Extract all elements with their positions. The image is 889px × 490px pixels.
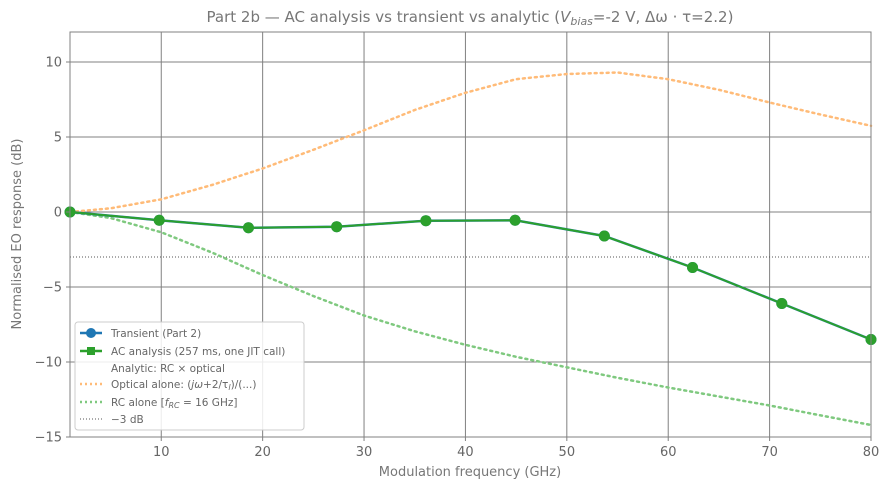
legend-label-optical: Optical alone: (jω+2/τl)/(...)	[111, 379, 256, 392]
y-ticks: −15 −10 −5 0 5 10	[35, 56, 70, 446]
legend-entry-ac: AC analysis (257 ms, one JIT call)	[80, 346, 285, 358]
legend-entry-rc: RC alone [fRC = 16 GHz]	[80, 397, 237, 410]
ac-point	[420, 215, 432, 227]
optical-label-prefix: Optical alone: (	[111, 379, 191, 391]
series-line-optical	[68, 71, 873, 214]
legend-box	[74, 321, 305, 431]
x-ticks: 10 20 30 40 50 60 70 80	[153, 437, 879, 460]
x-tick-label: 80	[863, 445, 880, 460]
ac-point	[509, 214, 521, 226]
optical-label-jw: jω	[189, 379, 203, 391]
rc-label-f: f	[165, 397, 171, 409]
ac-point	[687, 262, 699, 273]
legend-entry-analytic: Analytic: RC × optical	[111, 363, 225, 375]
series-layer	[64, 71, 877, 427]
x-tick-label: 30	[356, 445, 373, 460]
legend: Transient (Part 2) AC analysis (257 ms, …	[74, 321, 305, 431]
legend-entry-optical: Optical alone: (jω+2/τl)/(...)	[80, 379, 256, 392]
x-tick-label: 50	[559, 445, 576, 460]
rc-label-suffix: = 16 GHz]	[180, 397, 238, 409]
y-tick-label: 5	[54, 131, 62, 146]
legend-label-ac: AC analysis (257 ms, one JIT call)	[111, 346, 285, 358]
ac-point	[242, 222, 254, 234]
ac-point	[153, 214, 165, 226]
legend-label-analytic: Analytic: RC × optical	[111, 363, 225, 375]
y-tick-label: −15	[35, 431, 62, 446]
title-var-sub: bias	[570, 15, 593, 28]
title-suffix: =-2 V, Δω · τ=2.2)	[593, 8, 734, 26]
rc-label-sub: RC	[168, 401, 180, 410]
chart-title: Part 2b — AC analysis vs transient vs an…	[207, 8, 734, 28]
legend-marker-transient	[86, 328, 96, 338]
plot-frame	[69, 31, 872, 438]
legend-entry-transient: Transient (Part 2)	[80, 328, 201, 340]
y-tick-label: 10	[45, 56, 62, 71]
x-tick-label: 40	[457, 445, 474, 460]
optical-label-suffix: )/(...)	[231, 379, 257, 391]
legend-label-transient: Transient (Part 2)	[110, 328, 201, 340]
y-tick-label: −5	[43, 281, 62, 296]
title-prefix: Part 2b — AC analysis vs transient vs an…	[207, 8, 561, 26]
optical-label-mid: +2/τ	[203, 379, 228, 391]
y-tick-label: −10	[35, 356, 62, 371]
legend-label-3db: −3 dB	[111, 414, 144, 426]
x-tick-label: 70	[761, 445, 778, 460]
y-tick-label: 0	[54, 206, 62, 221]
title-var: V	[560, 8, 572, 26]
x-tick-label: 20	[254, 445, 271, 460]
legend-label-rc: RC alone [fRC = 16 GHz]	[111, 397, 237, 410]
x-tick-label: 60	[660, 445, 677, 460]
y-axis-label: Normalised EO response (dB)	[10, 139, 25, 330]
series-line-ac	[69, 211, 872, 341]
legend-entry-3db: −3 dB	[80, 414, 144, 426]
rc-label-prefix: RC alone [	[111, 397, 165, 409]
ac-point	[331, 221, 343, 233]
legend-marker-ac	[87, 347, 95, 355]
optical-label-sub: l	[228, 383, 231, 392]
ac-point	[598, 230, 610, 242]
x-axis-label: Modulation frequency (GHz)	[379, 465, 561, 480]
ac-point	[776, 298, 788, 309]
x-tick-label: 10	[153, 445, 170, 460]
